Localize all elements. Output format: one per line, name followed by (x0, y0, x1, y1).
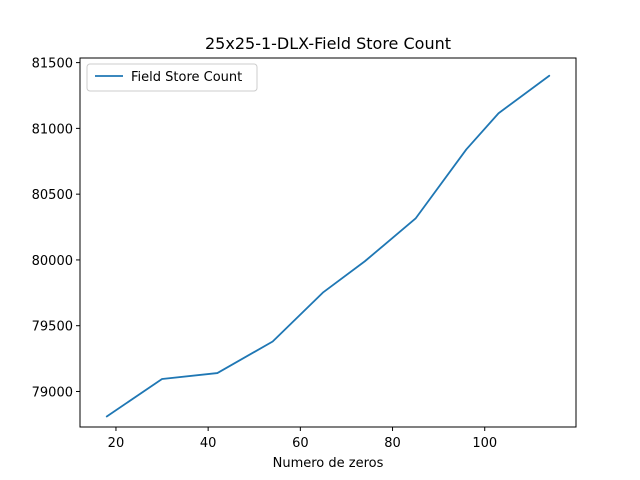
series-line (105, 74, 551, 418)
x-tick-label: 40 (200, 436, 217, 451)
axes-frame (79, 57, 577, 428)
series-layer (105, 74, 551, 418)
x-tick-label: 80 (384, 436, 401, 451)
x-tick-label: 20 (108, 436, 125, 451)
y-tick-label: 79000 (32, 385, 73, 400)
y-tick-label: 81500 (32, 57, 73, 72)
chart-title: 25x25-1-DLX-Field Store Count (205, 34, 451, 53)
legend-box (86, 63, 258, 92)
x-axis-label: Numero de zeros (273, 456, 384, 471)
y-tick-label: 80000 (32, 254, 73, 269)
y-tick-label: 79500 (32, 320, 73, 335)
x-tick-label: 60 (292, 436, 309, 451)
x-tick-label: 100 (472, 436, 497, 451)
legend: Field Store Count (86, 63, 258, 92)
plot-area (79, 57, 577, 428)
y-tick-label: 80500 (32, 188, 73, 203)
y-axis: 79000 79500 80000 80500 81000 81500 (32, 57, 80, 400)
x-axis: 20 40 60 80 100 (108, 427, 497, 451)
legend-label: Field Store Count (131, 70, 242, 85)
y-tick-label: 81000 (32, 122, 73, 137)
